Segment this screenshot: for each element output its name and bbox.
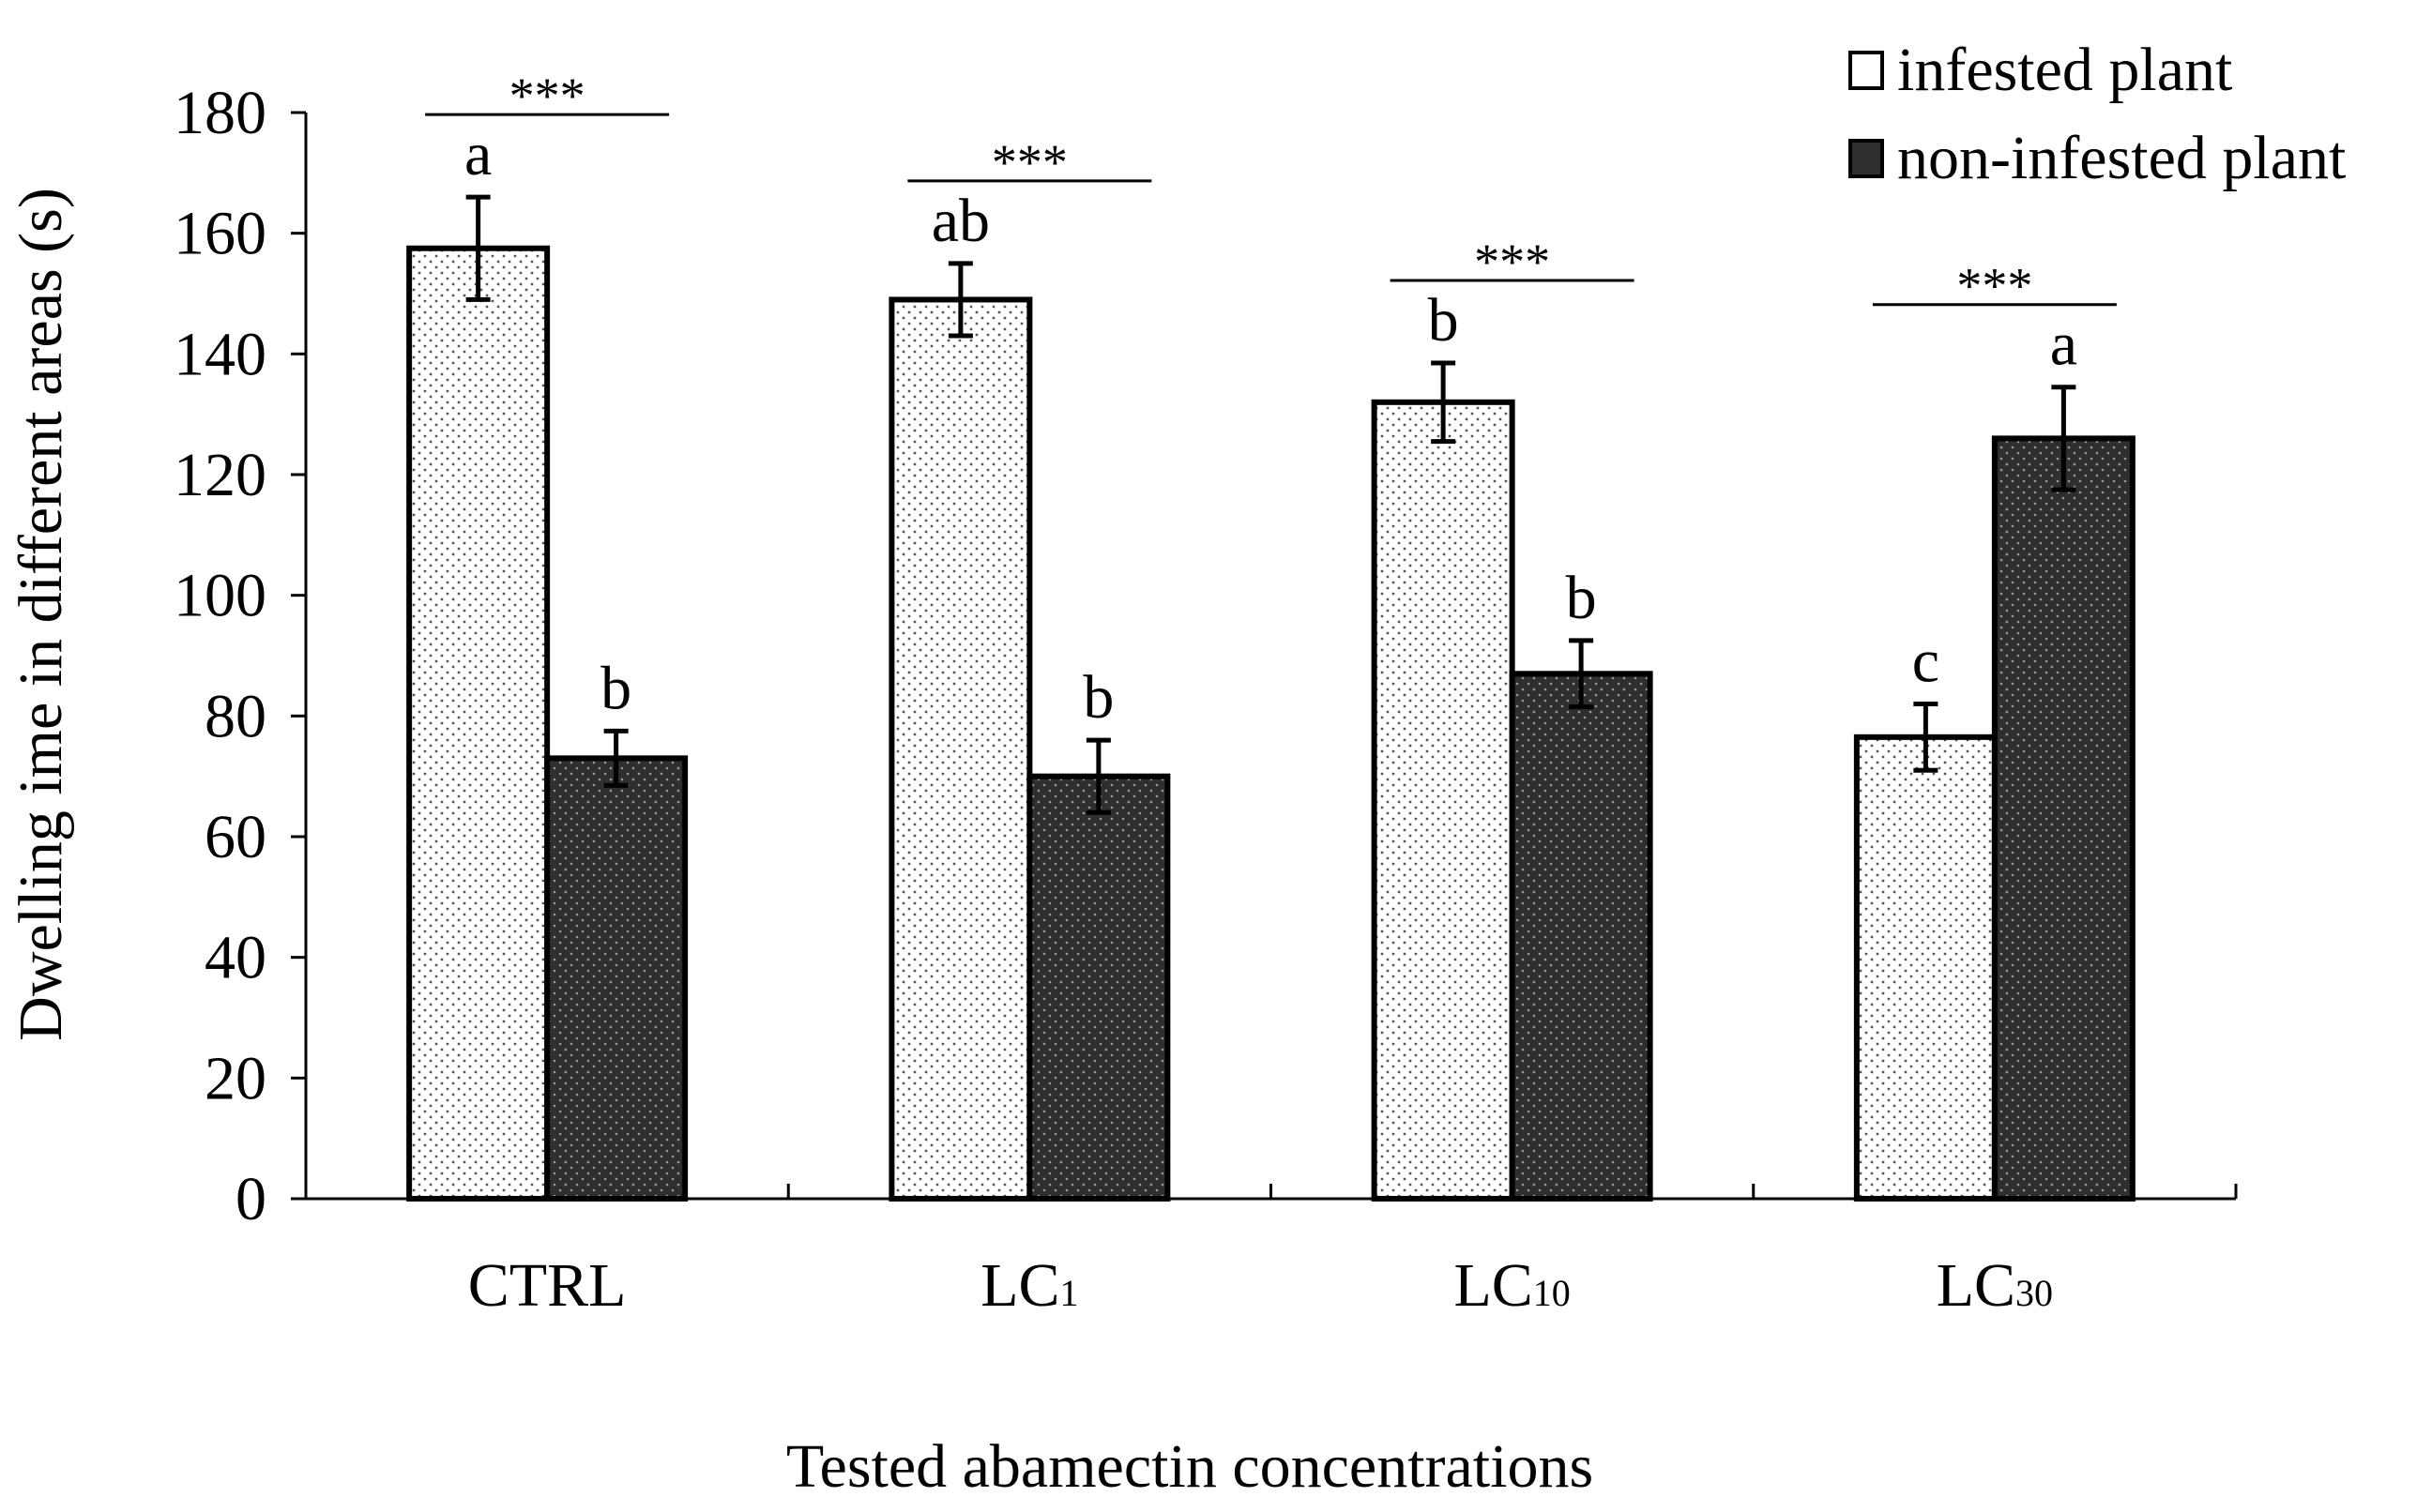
bar-infested bbox=[1371, 399, 1515, 1202]
significance-letter: b bbox=[600, 654, 631, 722]
y-ticks: 0 20 40 60 80 100 120 140 160 180 bbox=[174, 79, 306, 1233]
y-tick-label: 140 bbox=[174, 320, 266, 388]
y-tick-label: 100 bbox=[174, 562, 266, 630]
bar-infested bbox=[1853, 733, 1998, 1202]
significance-stars: *** bbox=[1956, 258, 2032, 314]
bar-non-infested bbox=[1026, 773, 1171, 1202]
category-label: LC1 bbox=[980, 1251, 1078, 1320]
significance-letter: a bbox=[464, 120, 492, 189]
y-tick-label: 40 bbox=[205, 924, 266, 992]
y-tick-label: 80 bbox=[205, 682, 266, 750]
significance-stars: *** bbox=[992, 134, 1068, 190]
bar-non-infested bbox=[1509, 671, 1653, 1202]
y-tick-label: 0 bbox=[236, 1165, 266, 1233]
y-axis-label: Dwelling ime in different areas (s) bbox=[7, 188, 75, 1041]
significance-letter: c bbox=[1912, 627, 1939, 695]
bar-infested bbox=[889, 296, 1033, 1202]
significance-stars: *** bbox=[1474, 234, 1550, 290]
significance-letter: b bbox=[1428, 286, 1459, 355]
significance-letter: b bbox=[1083, 663, 1114, 732]
y-tick-label: 20 bbox=[205, 1044, 266, 1112]
significance-brackets: *** *** *** *** bbox=[425, 68, 2117, 314]
significance-letter: a bbox=[2050, 310, 2077, 379]
bars bbox=[406, 245, 2136, 1202]
bar-non-infested bbox=[1991, 435, 2136, 1202]
bar-infested bbox=[406, 245, 551, 1202]
x-axis-label: Tested abamectin concentrations bbox=[786, 1432, 1593, 1501]
y-tick-label: 120 bbox=[174, 441, 266, 509]
legend-label-non-infested: non-infested plant bbox=[1897, 124, 2346, 192]
category-labels: CTRL LC1 LC10 LC30 bbox=[468, 1251, 2053, 1320]
y-tick-label: 180 bbox=[174, 79, 266, 147]
legend-swatch-infested bbox=[1848, 51, 1884, 90]
legend-swatch-non-infested bbox=[1848, 139, 1884, 178]
y-tick-label: 160 bbox=[174, 200, 266, 268]
y-tick-label: 60 bbox=[205, 803, 266, 871]
bar-non-infested bbox=[544, 755, 689, 1202]
legend-label-infested: infested plant bbox=[1897, 36, 2232, 104]
significance-stars: *** bbox=[509, 68, 585, 124]
x-ticks bbox=[786, 1184, 2238, 1199]
significance-letter: b bbox=[1566, 564, 1597, 632]
category-label: CTRL bbox=[468, 1251, 627, 1320]
significance-letter: ab bbox=[932, 187, 990, 255]
category-label: LC10 bbox=[1453, 1251, 1570, 1320]
category-label: LC30 bbox=[1937, 1251, 2053, 1320]
error-bars bbox=[465, 194, 2076, 815]
legend: infested plant non-infested plant bbox=[1848, 36, 2346, 192]
